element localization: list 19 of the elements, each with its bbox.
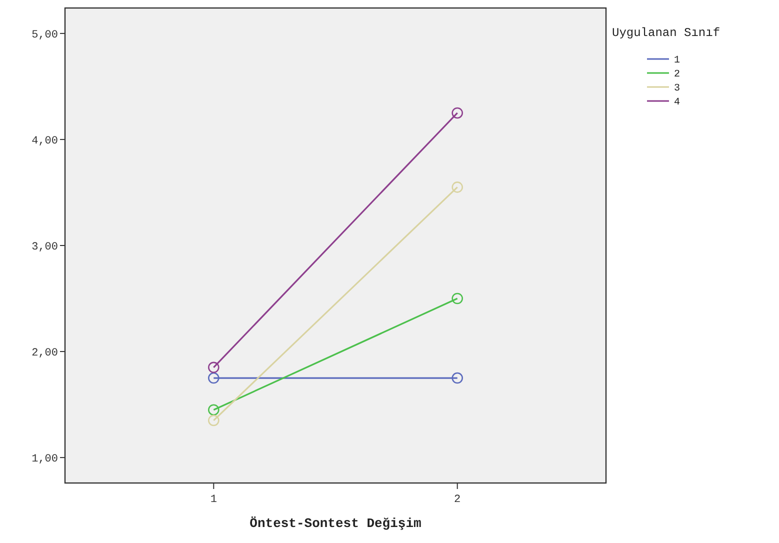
y-tick-label: 5,00	[32, 29, 58, 42]
point	[208, 362, 220, 374]
point	[452, 107, 463, 119]
legend-label: 3	[674, 84, 680, 94]
legend-title: Uygulanan Sınıf	[612, 26, 720, 40]
legend-label: 2	[674, 70, 680, 80]
y-tick-label: 4,00	[32, 135, 58, 148]
point	[208, 404, 220, 416]
point	[208, 414, 220, 426]
x-axis-title: Öntest-Sontest Değişim	[250, 516, 422, 531]
y-tick-label: 1,00	[32, 453, 58, 466]
point	[208, 372, 220, 384]
legend-label: 4	[674, 98, 680, 108]
y-tick-label: 3,00	[32, 241, 58, 254]
point	[452, 292, 463, 304]
point	[452, 372, 463, 384]
point	[452, 182, 463, 193]
y-tick-label: 2,00	[32, 347, 58, 360]
legend-label: 1	[674, 56, 680, 66]
